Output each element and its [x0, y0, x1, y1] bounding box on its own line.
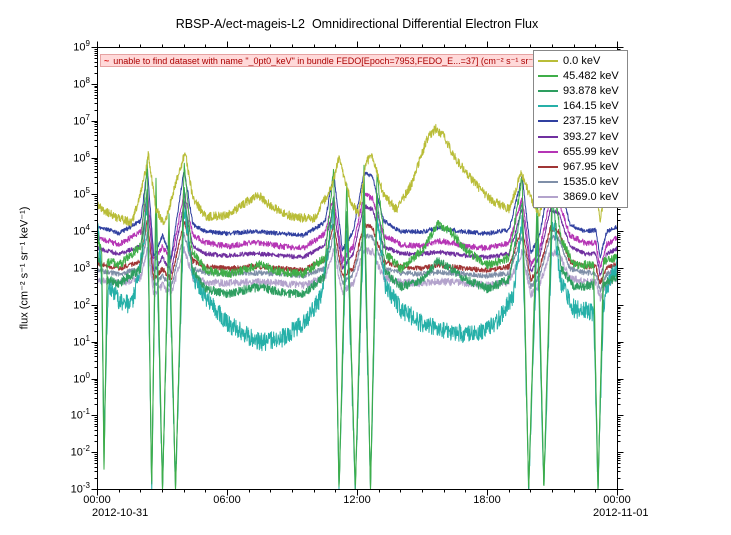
legend-entry: 164.15 keV: [538, 99, 623, 114]
plot-title: RBSP-A/ect-mageis-L2 Omnidirectional Dif…: [175, 17, 539, 31]
legend-entry: 967.95 keV: [538, 159, 623, 174]
legend-entry: 93.878 keV: [538, 83, 623, 98]
legend-label: 1535.0 keV: [563, 176, 619, 189]
legend-label: 164.15 keV: [563, 100, 619, 113]
legend-entry: 237.15 keV: [538, 114, 623, 129]
y-tick-label: 10-3: [70, 481, 90, 496]
legend-swatch: [538, 59, 558, 62]
legend-swatch: [538, 120, 558, 123]
legend-swatch: [538, 165, 558, 168]
legend-label: 237.15 keV: [563, 115, 619, 128]
legend-swatch: [538, 74, 558, 77]
x-tick-label: 00:00: [83, 494, 111, 506]
x-tick-label: 18:00: [473, 494, 501, 506]
legend-label: 967.95 keV: [563, 160, 619, 173]
legend-label: 45.482 keV: [563, 69, 619, 82]
legend-label: 393.27 keV: [563, 130, 619, 143]
legend-swatch: [538, 105, 558, 108]
y-tick-label: 100: [73, 370, 90, 386]
y-tick-label: 101: [73, 333, 90, 349]
legend-swatch: [538, 135, 558, 138]
x-axis-date-end: 2012-11-01: [593, 507, 649, 519]
x-tick-label: 06:00: [213, 494, 241, 506]
y-tick-label: 102: [73, 296, 90, 312]
y-axis-label: flux (cm⁻² s⁻¹ sr⁻¹ keV⁻¹): [18, 206, 31, 330]
y-tick-label: 10-2: [70, 444, 90, 459]
y-tick-label: 106: [73, 149, 90, 165]
y-tick-label: 109: [73, 39, 90, 54]
legend-entry: 1535.0 keV: [538, 175, 623, 190]
legend-entry: 655.99 keV: [538, 144, 623, 159]
y-tick-label: 105: [73, 186, 90, 201]
legend: 0.0 keV 45.482 keV 93.878 keV 164.15 keV 237…: [533, 50, 628, 208]
y-tick-label: 103: [73, 260, 90, 275]
x-tick-label: 12:00: [343, 494, 371, 506]
legend-entry: 0.0 keV: [538, 53, 623, 68]
y-tick-label: 107: [73, 112, 90, 128]
legend-swatch: [538, 150, 558, 153]
y-tick-label: 104: [73, 223, 90, 238]
warning-banner[interactable]: ~ unable to find dataset with name "_0pt0…: [100, 54, 546, 67]
y-tick-label: 10-1: [70, 407, 90, 422]
legend-label: 655.99 keV: [563, 145, 619, 158]
legend-swatch: [538, 89, 558, 92]
legend-label: 93.878 keV: [563, 84, 619, 97]
legend-entry: 45.482 keV: [538, 68, 623, 83]
x-tick-label: 00:00: [603, 494, 631, 506]
warning-icon: ~: [104, 56, 110, 66]
y-tick-label: 108: [73, 75, 90, 91]
legend-entry: 393.27 keV: [538, 129, 623, 144]
warning-text: unable to find dataset with name "_0pt0_…: [113, 56, 546, 66]
legend-label: 0.0 keV: [563, 54, 601, 67]
legend-swatch: [538, 181, 558, 184]
legend-label: 3869.0 keV: [563, 191, 619, 204]
legend-swatch: [538, 196, 558, 199]
legend-entry: 3869.0 keV: [538, 190, 623, 205]
x-axis-date-start: 2012-10-31: [92, 507, 149, 519]
